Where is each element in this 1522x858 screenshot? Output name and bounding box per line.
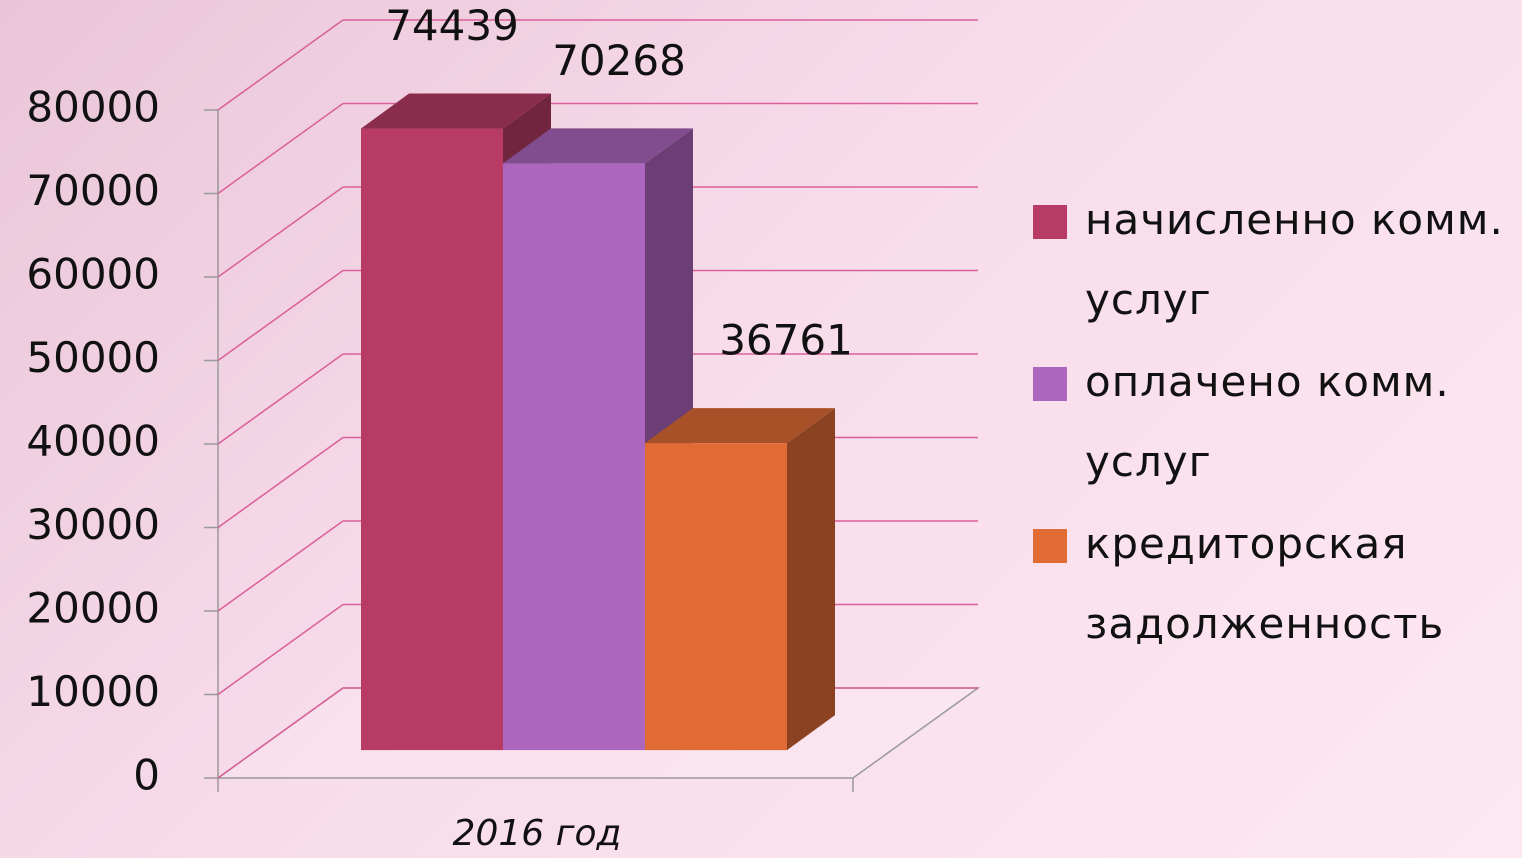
- legend-swatch: [1033, 529, 1067, 563]
- legend-swatch: [1033, 205, 1067, 239]
- bar-top: [503, 128, 693, 164]
- data-label: 70268: [552, 36, 686, 85]
- y-tick-label: 60000: [26, 250, 160, 299]
- bar: [645, 443, 787, 751]
- y-tick-label: 40000: [26, 417, 160, 466]
- grid-line: [217, 269, 344, 362]
- grid-line: [217, 353, 344, 445]
- grid-line: [217, 687, 344, 779]
- bar: [503, 163, 645, 751]
- data-label: 36761: [719, 316, 853, 365]
- y-tick-label: 0: [133, 751, 160, 800]
- legend-item: начисленно комм. услуг: [1033, 180, 1513, 340]
- y-tick-label: 70000: [26, 166, 160, 215]
- grid-line: [217, 436, 344, 529]
- grid-line: [217, 102, 344, 195]
- grid-line: [217, 520, 344, 612]
- y-tick-label: 80000: [26, 83, 160, 132]
- x-tick-label: 2016 год: [453, 813, 622, 854]
- grid-line: [217, 186, 344, 278]
- y-tick-label: 20000: [26, 584, 160, 633]
- grid-line: [217, 19, 344, 111]
- data-label: 74439: [385, 1, 519, 50]
- legend-label: оплачено комм. услуг: [1085, 357, 1450, 486]
- bar: [361, 128, 503, 751]
- legend: начисленно комм. услуг оплачено комм. усл…: [1033, 180, 1513, 666]
- legend-item: оплачено комм. услуг: [1033, 342, 1513, 502]
- legend-label: начисленно комм. услуг: [1085, 195, 1504, 324]
- bar-top: [645, 408, 835, 444]
- bar-side: [787, 408, 835, 751]
- bar-top: [361, 93, 551, 129]
- legend-label: кредиторская задолженность: [1085, 519, 1445, 648]
- legend-item: кредиторская задолженность: [1033, 504, 1513, 664]
- y-tick-label: 10000: [26, 667, 160, 716]
- grid-line: [217, 603, 344, 696]
- y-tick-label: 50000: [26, 333, 160, 382]
- legend-swatch: [1033, 367, 1067, 401]
- y-tick-label: 30000: [26, 500, 160, 549]
